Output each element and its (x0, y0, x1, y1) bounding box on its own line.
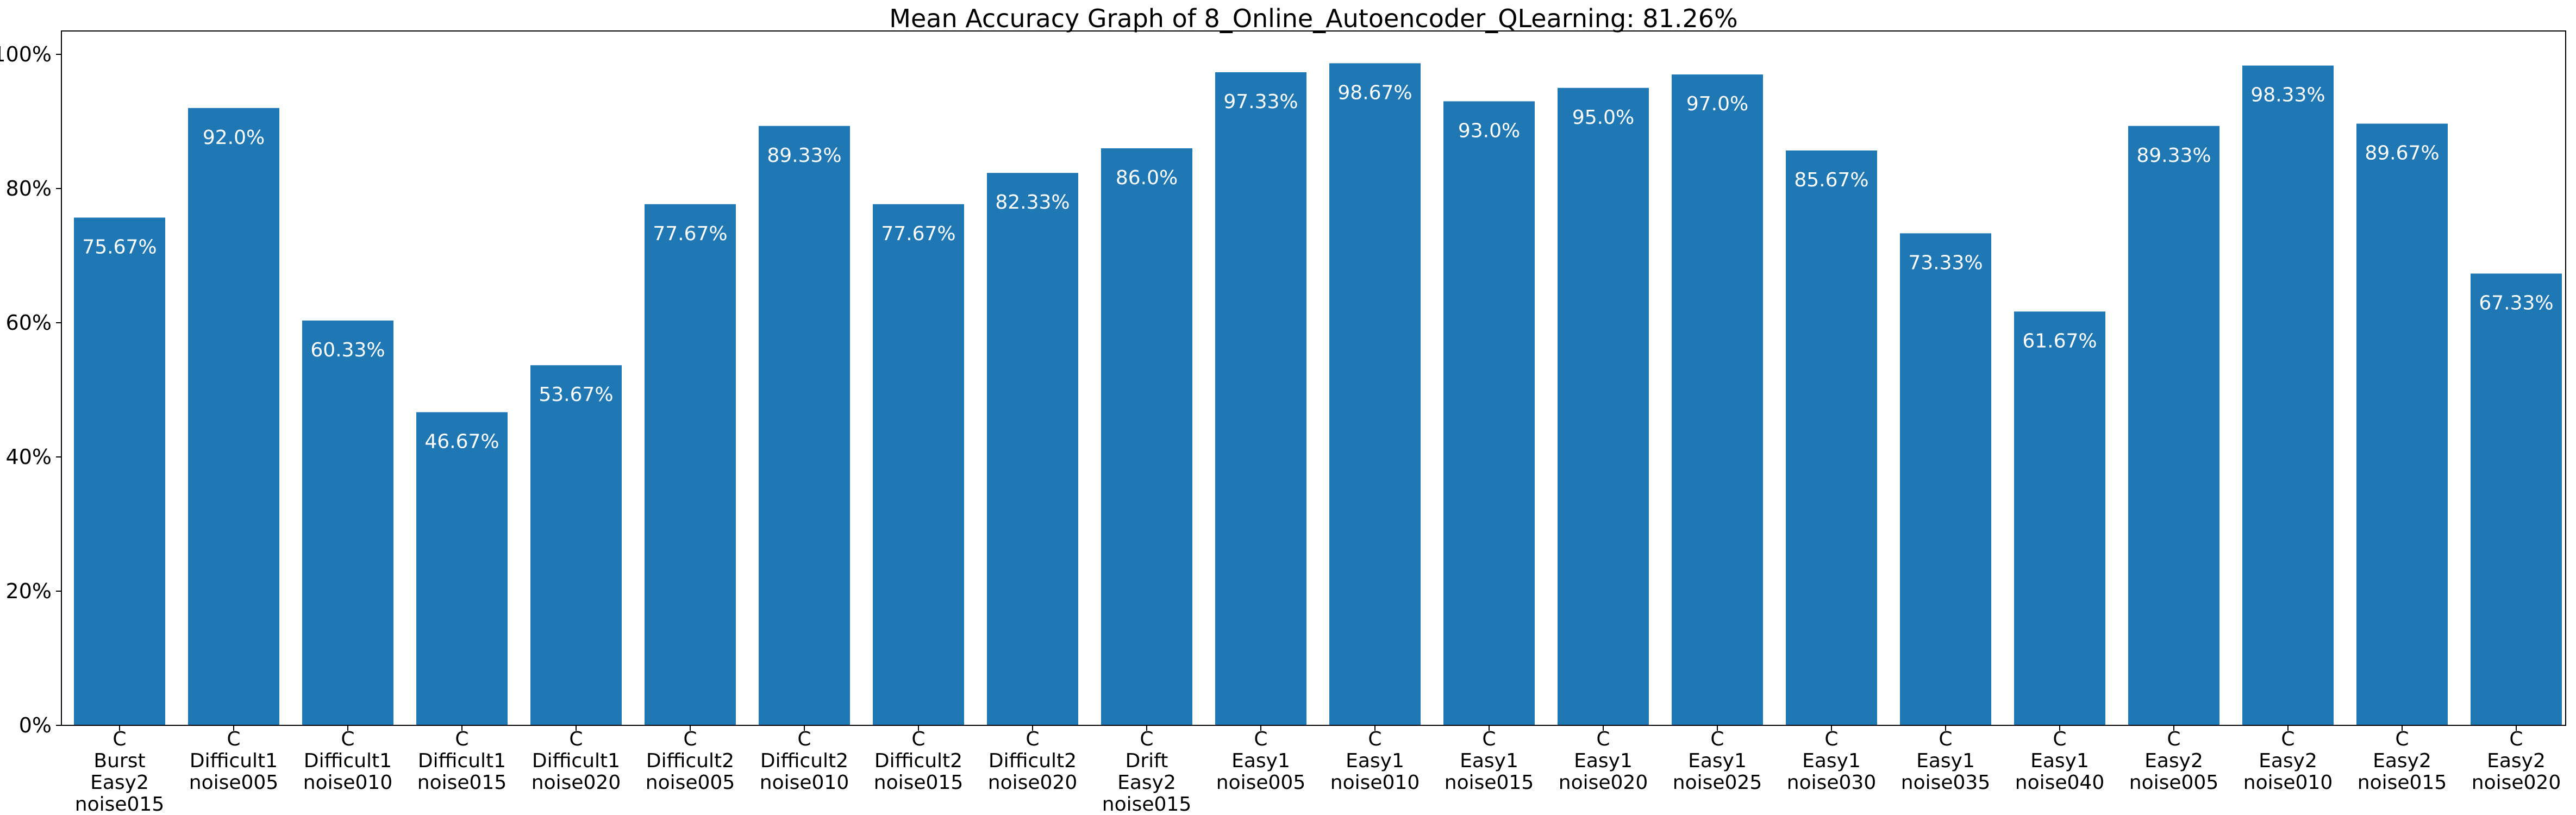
data-label-16: 73.33% (1908, 252, 1983, 274)
data-label-15: 85.67% (1794, 169, 1868, 191)
y-tick-label-3: 60% (6, 311, 52, 335)
data-label-8: 82.33% (995, 191, 1070, 214)
data-label-10: 97.33% (1223, 91, 1298, 113)
y-axis: 0% 20% 40% 60% 80% 100% (0, 42, 61, 737)
data-label-21: 67.33% (2479, 292, 2553, 314)
data-label-11: 98.67% (1337, 82, 1412, 104)
data-label-7: 77.67% (881, 223, 955, 245)
bar-2 (302, 320, 393, 725)
x-tick-label-6: C Difficult2 noise010 (760, 728, 849, 794)
x-tick-label-12: C Easy1 noise015 (1445, 728, 1534, 794)
bar-7 (873, 204, 964, 725)
data-label-4: 53.67% (539, 384, 613, 406)
x-tick-label-5: C Difficult2 noise005 (646, 728, 735, 794)
data-label-9: 86.0% (1116, 167, 1178, 189)
bar-11 (1329, 63, 1421, 725)
data-label-12: 93.0% (1458, 120, 1520, 142)
bar-9 (1101, 148, 1192, 725)
data-label-13: 95.0% (1572, 106, 1634, 129)
bar-12 (1443, 101, 1535, 726)
bar-16 (1900, 233, 1991, 725)
x-tick-label-7: C Difficult2 noise015 (874, 728, 963, 794)
bar-0 (74, 217, 165, 726)
bar-4 (530, 365, 622, 725)
data-label-17: 61.67% (2022, 330, 2097, 352)
x-tick-label-11: C Easy1 noise010 (1330, 728, 1420, 794)
y-tick-label-5: 100% (0, 42, 52, 66)
bar-19 (2242, 65, 2334, 725)
x-tick-label-17: C Easy1 noise040 (2015, 728, 2104, 794)
x-tick-label-4: C Difficult1 noise020 (532, 728, 621, 794)
data-label-18: 89.33% (2136, 145, 2211, 167)
x-tick-label-14: C Easy1 noise025 (1673, 728, 1762, 794)
x-tick-label-19: C Easy2 noise010 (2243, 728, 2333, 794)
bar-15 (1786, 150, 1877, 726)
bar-8 (987, 173, 1078, 725)
data-label-14: 97.0% (1686, 93, 1748, 115)
data-label-19: 98.33% (2250, 84, 2325, 106)
bar-14 (1672, 74, 1763, 725)
x-tick-label-16: C Easy1 noise035 (1901, 728, 1990, 794)
x-tick-label-3: C Difficult1 noise015 (417, 728, 507, 794)
bar-17 (2014, 311, 2105, 725)
data-label-0: 75.67% (82, 236, 157, 258)
bar-20 (2356, 123, 2448, 726)
x-tick-label-8: C Difficult2 noise020 (988, 728, 1077, 794)
x-tick-label-0: C Burst Easy2 noise015 (75, 728, 164, 815)
plot-frame (61, 30, 2566, 726)
data-label-3: 46.67% (424, 431, 499, 453)
x-tick-label-10: C Easy1 noise005 (1216, 728, 1305, 794)
data-label-20: 89.67% (2365, 142, 2439, 165)
bar-13 (1558, 87, 1649, 725)
chart-title: Mean Accuracy Graph of 8_Online_Autoenco… (889, 4, 1737, 33)
x-axis: C Burst Easy2 noise015 C Difficult1 noise005 C D… (75, 725, 2561, 815)
data-label-5: 77.67% (653, 223, 727, 245)
x-tick-label-13: C Easy1 noise020 (1559, 728, 1648, 794)
y-tick-label-0: 0% (19, 713, 52, 737)
x-tick-label-15: C Easy1 noise030 (1787, 728, 1876, 794)
x-tick-label-18: C Easy2 noise005 (2129, 728, 2218, 794)
x-tick-label-21: C Easy2 noise020 (2472, 728, 2561, 794)
bar-10 (1215, 72, 1306, 726)
bar-1 (188, 108, 279, 725)
data-label-6: 89.33% (767, 145, 841, 167)
bar-6 (759, 126, 850, 725)
x-tick-label-20: C Easy2 noise015 (2358, 728, 2447, 794)
bar-21 (2471, 273, 2562, 725)
x-tick-label-2: C Difficult1 noise010 (303, 728, 392, 794)
data-label-2: 60.33% (310, 339, 385, 361)
bar-5 (645, 204, 736, 725)
bars-group: 75.67% 92.0% 60.33% 46.67% 53.67% 77.67% 89.33… (74, 63, 2562, 726)
bar-3 (416, 412, 508, 725)
data-label-1: 92.0% (203, 127, 265, 149)
y-tick-label-2: 40% (6, 445, 52, 469)
y-tick-label-1: 20% (6, 579, 52, 603)
y-tick-label-4: 80% (6, 177, 52, 200)
x-tick-label-9: C Drift Easy2 noise015 (1102, 728, 1191, 815)
bar-18 (2128, 126, 2219, 725)
x-tick-label-1: C Difficult1 noise005 (189, 728, 278, 794)
